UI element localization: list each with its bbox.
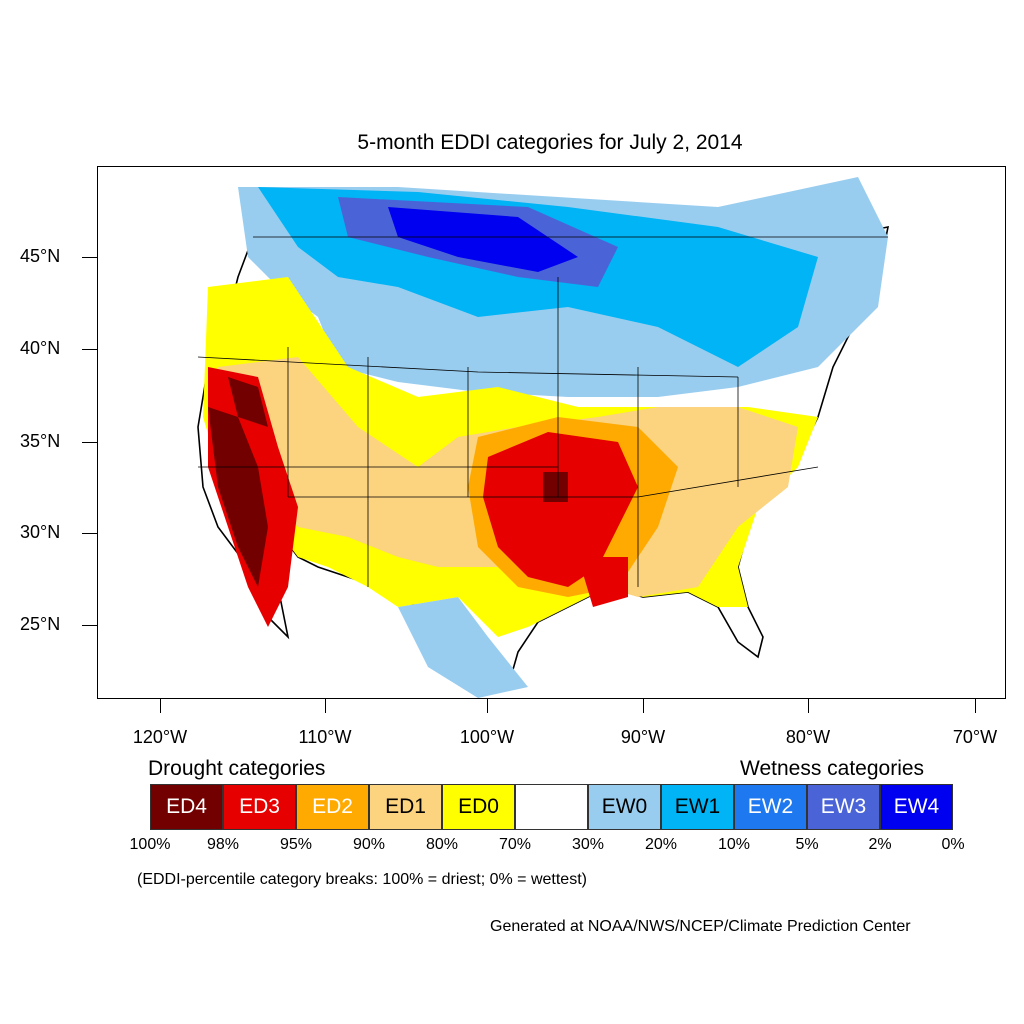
percentile-label: 100% (129, 836, 171, 853)
lon-label-80w: 80°W (785, 727, 831, 747)
legend-box-ew3: EW3 (807, 784, 880, 830)
wet-region-southwest (398, 597, 528, 698)
lon-tick (975, 698, 976, 713)
lon-tick (643, 698, 644, 713)
percentile-label: 5% (795, 836, 819, 853)
percentile-label: 70% (498, 836, 532, 853)
percentile-label: 20% (644, 836, 678, 853)
legend-box-ew4: EW4 (880, 784, 953, 830)
legend-box-ed2: ED2 (296, 784, 369, 830)
legend-box-ew1: EW1 (661, 784, 734, 830)
lat-tick (82, 257, 97, 258)
drought-heading: Drought categories (148, 757, 326, 780)
credit-line: Generated at NOAA/NWS/NCEP/Climate Predi… (490, 918, 911, 935)
legend-box-ed1: ED1 (369, 784, 442, 830)
lon-label-90w: 90°W (620, 727, 666, 747)
legend-box-ed0: ED0 (442, 784, 515, 830)
wetness-heading: Wetness categories (740, 757, 925, 780)
legend-box-ew2: EW2 (734, 784, 807, 830)
drought-region-ed3 (208, 367, 638, 627)
lon-label-100w: 100°W (459, 727, 515, 747)
legend-box-ew0: EW0 (588, 784, 661, 830)
lat-tick (82, 533, 97, 534)
percentile-label: 80% (425, 836, 459, 853)
percentile-label: 90% (352, 836, 386, 853)
percentile-label: 95% (279, 836, 313, 853)
category-note: (EDDI-percentile category breaks: 100% =… (137, 871, 587, 888)
legend-box-ed3: ED3 (223, 784, 296, 830)
category-legend: ED4 ED3 ED2 ED1 ED0 EW0 EW1 EW2 EW3 EW4 (150, 784, 953, 830)
lat-label-35n: 35°N (20, 431, 61, 451)
lat-label-40n: 40°N (20, 338, 61, 358)
percentile-label: 98% (206, 836, 240, 853)
percentile-label: 0% (941, 836, 965, 853)
percentile-label: 10% (717, 836, 751, 853)
legend-box-ed4: ED4 (150, 784, 223, 830)
map-title: 5-month EDDI categories for July 2, 2014 (357, 131, 743, 154)
legend-box-neutral (515, 784, 588, 830)
drought-region-ed4 (208, 377, 568, 587)
map-panel (97, 166, 1006, 699)
lon-tick (160, 698, 161, 713)
lon-tick (325, 698, 326, 713)
eddi-map (197, 177, 890, 698)
state-borders (197, 236, 888, 587)
lat-tick (82, 625, 97, 626)
lon-tick (808, 698, 809, 713)
lat-label-30n: 30°N (20, 522, 61, 542)
percentile-label: 2% (868, 836, 892, 853)
wet-region-ew4 (388, 207, 578, 272)
percentile-label: 30% (571, 836, 605, 853)
lat-tick (82, 442, 97, 443)
lon-label-110w: 110°W (298, 727, 352, 747)
lon-label-70w: 70°W (952, 727, 998, 747)
lon-label-120w: 120°W (132, 727, 188, 747)
lat-label-45n: 45°N (20, 246, 61, 266)
lat-label-25n: 25°N (20, 614, 61, 634)
lat-tick (82, 349, 97, 350)
lon-tick (487, 698, 488, 713)
